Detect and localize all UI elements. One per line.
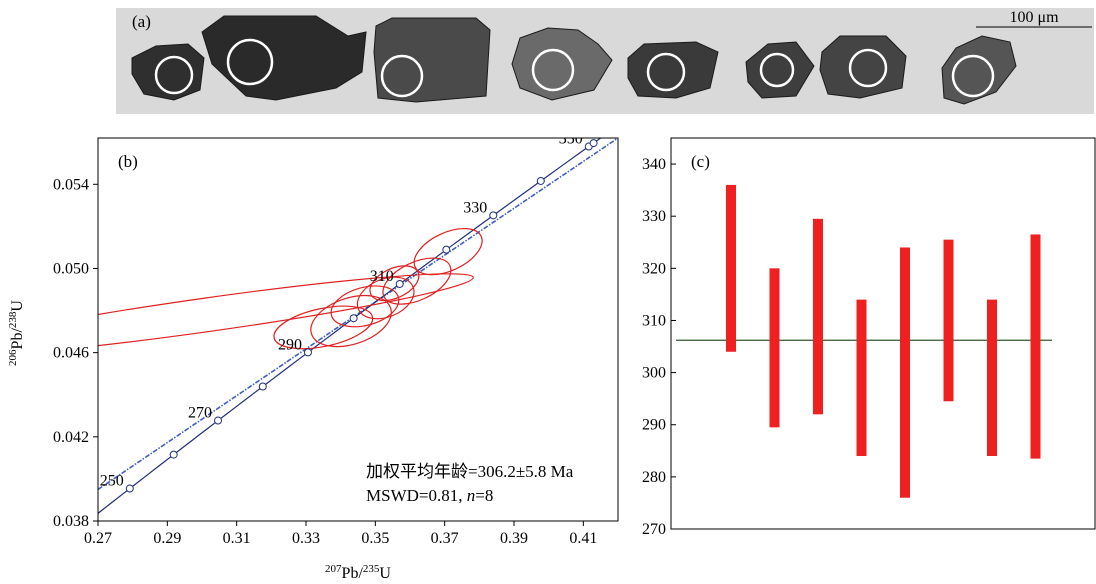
age-error-bar-7 [987,299,997,457]
age-error-bar-8 [1030,234,1041,459]
zircon-grain-1 [131,43,205,101]
y-tick-label: 320 [642,260,666,277]
analysis-spot [531,48,575,92]
y-tick-label: 270 [642,521,666,538]
analysis-spot [380,54,424,98]
age-marker-351 [589,139,598,148]
age-label-310: 310 [370,268,394,285]
x-tick-label: 0.29 [153,530,181,547]
y-axis-label: 206Pb/238U [7,300,26,366]
age-error-bar-5 [900,247,910,498]
weighted-mean-annotation: 加权平均年龄=306.2±5.8 Ma [366,462,574,481]
age-label-270: 270 [188,405,212,422]
y-tick-label: 0.050 [53,260,89,277]
y-tick-label: 0.042 [53,429,89,446]
concordia-plot-frame [97,137,619,522]
age-marker-330 [489,211,498,220]
age-label-330: 330 [463,199,487,216]
age-marker-320 [442,245,451,254]
x-axis-label: 207Pb/235U [325,563,391,582]
panel-b-label: (b) [118,152,138,171]
y-tick-label: 330 [642,208,666,225]
age-plot-frame [670,137,1096,530]
age-label-350: 350 [559,131,583,148]
y-tick-label: 0.054 [53,176,89,193]
analysis-spot [154,55,194,95]
analysis-spot [759,52,795,88]
x-tick-label: 0.35 [361,530,389,547]
error-ellipse-8 [413,227,483,276]
analysis-spot [951,54,995,98]
age-marker-290 [303,348,312,357]
mswd-annotation: MSWD=0.81, n=8 [366,486,493,505]
x-tick-label: 0.39 [500,530,528,547]
error-ellipse-6 [369,265,420,302]
zircon-grains-image: 100 μm [131,9,1092,105]
age-marker-300 [349,314,358,323]
age-error-bar-1 [726,184,736,352]
age-error-bar-4 [856,299,867,457]
y-tick-label: 310 [642,312,666,329]
zircon-grain-3 [373,17,491,103]
concordia-chart: 250 270 290 310 330 350 0.27 0.29 0.31 0.33 0.35 0… [7,131,619,582]
analysis-spot [226,38,274,86]
age-marker-310 [395,279,404,288]
x-tick-label: 0.31 [223,530,251,547]
error-ellipse-7 [382,257,452,305]
age-marker-340 [536,176,545,185]
reference-line [98,138,618,491]
zircon-grain-7 [819,35,907,99]
y-tick-label: 340 [642,156,666,173]
age-marker-280 [258,382,267,391]
error-ellipse-1 [98,273,474,357]
x-tick-label: 0.27 [84,530,112,547]
analysis-spot [646,52,686,92]
zircon-grain-6 [745,41,815,99]
age-label-250: 250 [100,473,124,490]
age-error-bar-3 [813,218,823,415]
zircon-grain-2 [201,15,367,101]
x-tick-label: 0.37 [431,530,459,547]
y-tick-label: 290 [642,417,666,434]
analysis-spot [848,48,888,88]
y-tick-label: 280 [642,469,666,486]
age-error-bar-6 [943,239,954,402]
concordia-curve [98,138,602,515]
x-tick-label: 0.33 [292,530,320,547]
error-ellipse-5 [356,276,415,320]
error-ellipse-3 [310,294,392,348]
x-tick-label: 0.41 [569,530,597,547]
y-tick-label: 300 [642,365,666,382]
zircon-grain-5 [627,41,719,99]
age-marker-260 [169,450,178,459]
age-error-bar-2 [769,268,780,428]
panel-c-label: (c) [691,152,710,171]
panel-a-label: (a) [132,12,151,31]
age-marker-270 [214,416,223,425]
zircon-grain-8 [941,35,1017,105]
scale-bar-label: 100 μm [1009,9,1059,26]
age-bar-chart: 270 280 290 300 310 320 330 340 (c) [642,137,1096,538]
y-tick-label: 0.038 [53,513,89,530]
age-label-290: 290 [278,336,302,353]
age-marker-250 [125,484,134,493]
y-tick-label: 0.046 [53,345,89,362]
cl-image-panel: (a) 100 μm [116,8,1094,114]
